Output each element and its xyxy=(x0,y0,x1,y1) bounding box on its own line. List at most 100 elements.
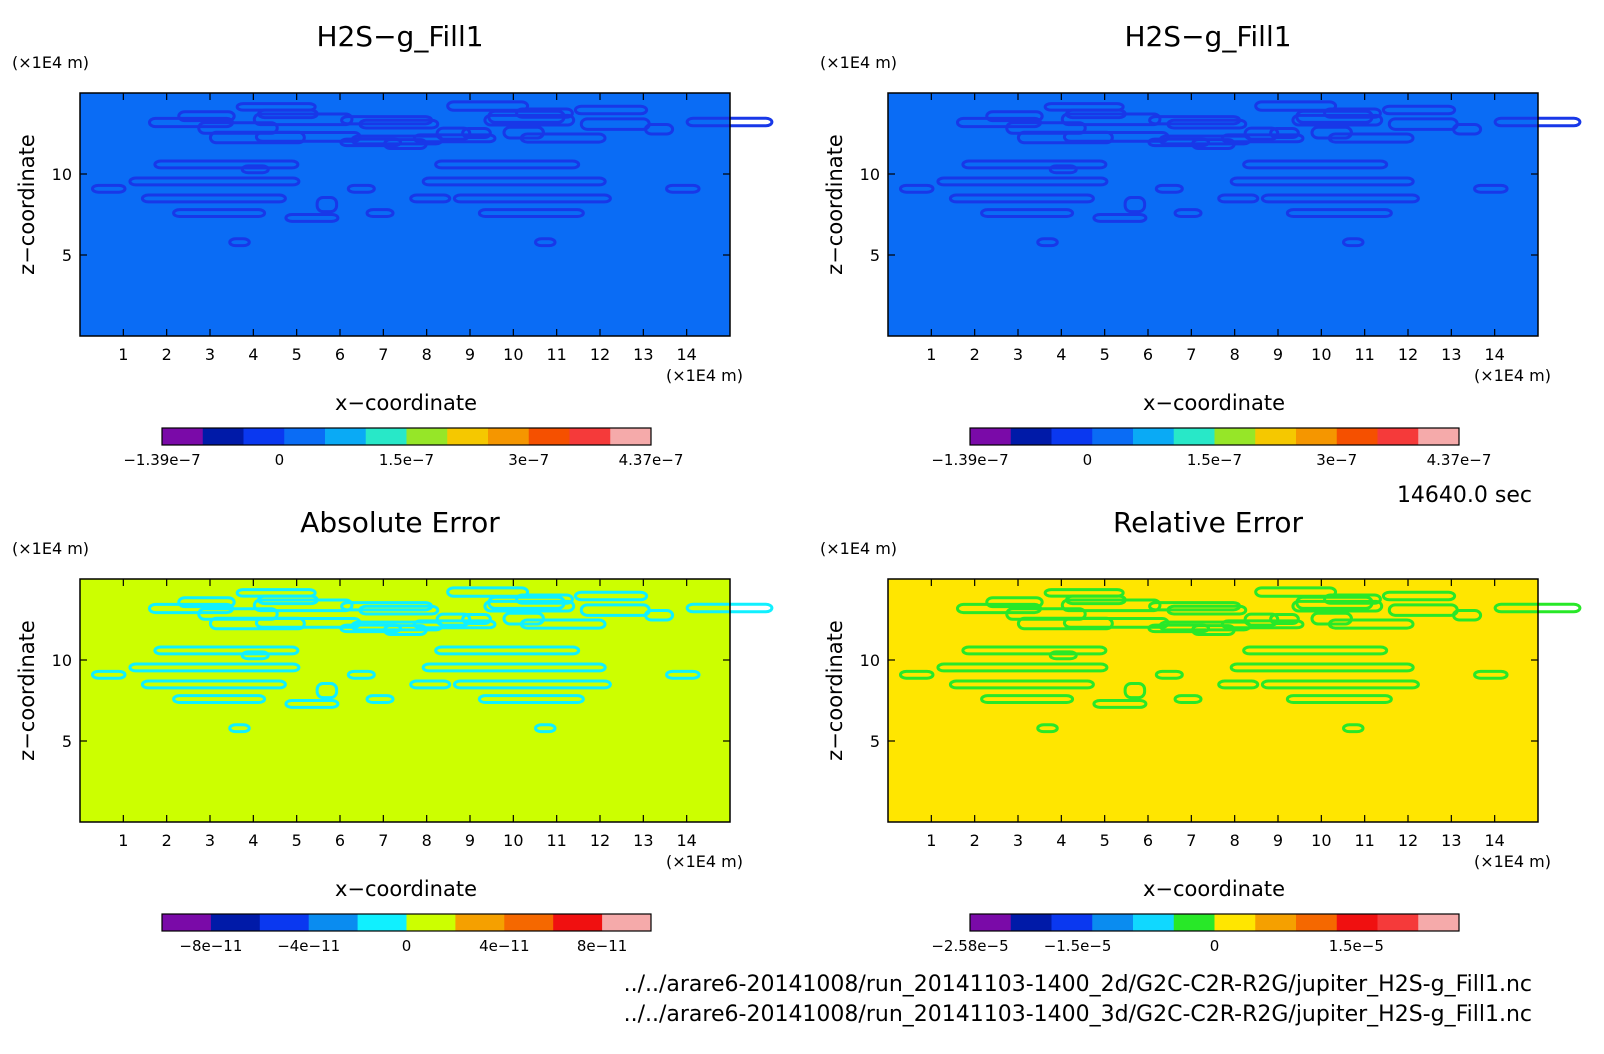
x-tick-label: 3 xyxy=(1013,831,1023,850)
heatmap-contour xyxy=(1254,586,1338,598)
heatmap-contour xyxy=(446,586,530,598)
x-tick-label: 12 xyxy=(1398,831,1418,850)
x-tick-label: 4 xyxy=(248,831,258,850)
heatmap-contour xyxy=(254,617,362,629)
heatmap-contour xyxy=(1062,617,1170,629)
x-tick-label: 5 xyxy=(292,831,302,850)
colorbar-swatch xyxy=(970,428,1012,445)
heatmap-contour xyxy=(446,100,530,112)
heatmap-contour xyxy=(1065,108,1127,120)
heatmap-contour xyxy=(452,193,612,204)
heatmap-contour xyxy=(1254,100,1338,112)
colorbar-label: 0 xyxy=(1210,937,1220,955)
colorbar-frame xyxy=(161,913,652,932)
colorbar-swatch xyxy=(357,914,407,931)
colorbar-swatch xyxy=(243,428,285,445)
heatmap-contour xyxy=(197,121,279,135)
x-tick-label: 11 xyxy=(546,345,566,364)
x-tick-label: 9 xyxy=(1273,831,1283,850)
x-tick-label: 3 xyxy=(205,345,215,364)
heatmap-contour xyxy=(1123,195,1147,214)
heatmap-contour xyxy=(1036,237,1059,248)
y-axis-label: z−coordinate xyxy=(15,620,39,761)
x-tick-label: 2 xyxy=(970,831,980,850)
heatmap-contour xyxy=(177,596,236,609)
colorbar-label: 1.5e−7 xyxy=(379,451,434,469)
x-tick-label: 4 xyxy=(1056,345,1066,364)
heatmap-contour xyxy=(1062,131,1170,143)
heatmap-contour xyxy=(1327,618,1415,630)
heatmap-contour xyxy=(1005,121,1087,135)
x-axis-label: x−coordinate xyxy=(335,391,477,415)
x-tick-label: 10 xyxy=(503,831,523,850)
colorbar-swatch xyxy=(1255,914,1297,931)
colorbar-swatch xyxy=(406,428,448,445)
heatmap-contour xyxy=(153,159,300,170)
heatmap-contour xyxy=(1229,176,1415,187)
y-tick-label: 5 xyxy=(870,246,880,265)
heatmap-contour xyxy=(1342,723,1365,734)
heatmap-contour xyxy=(1048,164,1078,175)
colorbar-swatch xyxy=(284,428,326,445)
heatmap-contour xyxy=(1173,208,1203,218)
colorbar-swatch xyxy=(1214,914,1256,931)
colorbar-swatch xyxy=(365,428,407,445)
x-tick-label: 10 xyxy=(1311,345,1331,364)
x-tick-label: 9 xyxy=(465,831,475,850)
heatmap-contour xyxy=(365,208,395,218)
x-tick-label: 3 xyxy=(205,831,215,850)
colorbar-swatch xyxy=(259,914,310,931)
heatmap-contour xyxy=(346,183,376,194)
heatmap-contour xyxy=(985,596,1044,609)
heatmap-contour xyxy=(644,609,675,622)
heatmap-contour xyxy=(1473,669,1509,680)
heatmap-field xyxy=(888,579,1538,822)
colorbar-label: −1.5e−5 xyxy=(1044,937,1112,955)
heatmap-contour xyxy=(985,110,1044,123)
heatmap-contour xyxy=(898,183,935,194)
y-tick-label: 5 xyxy=(62,246,72,265)
heatmap-contour xyxy=(197,607,279,621)
heatmap-contour xyxy=(383,138,428,150)
colorbar-swatch xyxy=(1051,428,1093,445)
heatmap-contour xyxy=(452,679,612,690)
y-axis-unit: (×1E4 m) xyxy=(12,53,89,72)
plot-frame xyxy=(887,578,1539,823)
colorbar-swatch xyxy=(528,428,570,445)
heatmap-contour xyxy=(936,662,1109,673)
y-axis-unit: (×1E4 m) xyxy=(820,539,897,558)
heatmap-contour xyxy=(461,612,492,626)
colorbar-frame xyxy=(969,427,1460,446)
heatmap-contour xyxy=(284,699,340,709)
colorbar-swatch xyxy=(1173,914,1215,931)
x-axis-unit: (×1E4 m) xyxy=(1474,366,1551,385)
heatmap-contour xyxy=(1173,694,1203,705)
colorbar-swatch xyxy=(602,914,652,931)
heatmap-contour xyxy=(434,645,581,656)
heatmap-contour xyxy=(1243,126,1280,141)
x-tick-label: 10 xyxy=(503,345,523,364)
x-tick-label: 8 xyxy=(1230,345,1240,364)
heatmap-contour xyxy=(980,208,1075,218)
x-tick-label: 9 xyxy=(465,345,475,364)
heatmap-contour xyxy=(573,590,649,602)
colorbar-swatch xyxy=(970,914,1012,931)
colorbar-label: 1.5e−7 xyxy=(1187,451,1242,469)
heatmap-field xyxy=(888,93,1538,336)
x-tick-label: 7 xyxy=(1186,831,1196,850)
heatmap-contour xyxy=(435,126,472,141)
heatmap-field xyxy=(80,579,730,822)
colorbar-swatch xyxy=(569,428,611,445)
y-axis-unit: (×1E4 m) xyxy=(12,539,89,558)
x-tick-label: 7 xyxy=(1186,345,1196,364)
heatmap-contour xyxy=(421,176,607,187)
heatmap-contour xyxy=(1229,662,1415,673)
x-tick-label: 2 xyxy=(162,831,172,850)
x-tick-label: 3 xyxy=(1013,345,1023,364)
x-tick-label: 9 xyxy=(1273,345,1283,364)
heatmap-contour xyxy=(90,669,127,680)
heatmap-contour xyxy=(1381,104,1457,116)
heatmap-contour xyxy=(1260,679,1420,690)
heatmap-contour xyxy=(534,237,557,248)
